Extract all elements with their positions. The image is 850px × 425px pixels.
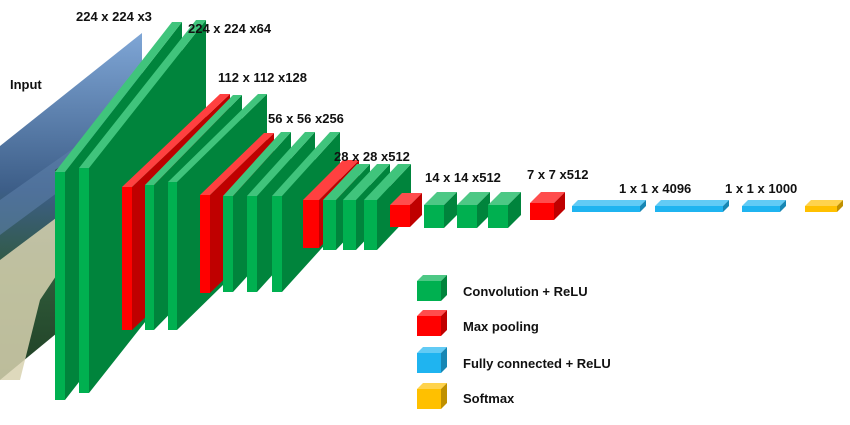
legend: Convolution + ReLU Max pooling Fully con… [417, 275, 611, 409]
legend-swatch-conv [417, 275, 447, 301]
pool4-cube [390, 193, 422, 227]
dim-label-fc1: 1 x 1 x 4096 [619, 181, 691, 196]
pool5-cube [530, 192, 565, 220]
legend-label-pool: Max pooling [463, 319, 539, 334]
layer-blocks [55, 20, 843, 400]
dim-label-conv4: 28 x 28 x512 [334, 149, 410, 164]
conv5-2-cube [457, 192, 490, 228]
dim-label-conv1: 224 x 224 x64 [188, 21, 272, 36]
fc3-bar [742, 200, 786, 212]
conv5-3-cube [488, 192, 521, 228]
dim-label-pool5: 7 x 7 x512 [527, 167, 588, 182]
conv5-1-cube [424, 192, 457, 228]
input-label: Input [10, 77, 42, 92]
dim-label-fc3: 1 x 1 x 1000 [725, 181, 797, 196]
fc1-bar [572, 200, 646, 212]
legend-swatch-softmax [417, 383, 447, 409]
dim-label-conv5: 14 x 14 x512 [425, 170, 501, 185]
legend-label-conv: Convolution + ReLU [463, 284, 588, 299]
softmax-bar [805, 200, 843, 212]
dim-label-input: 224 x 224 x3 [76, 9, 152, 24]
fc2-bar [655, 200, 729, 212]
dim-label-conv3: 56 x 56 x256 [268, 111, 344, 126]
legend-label-softmax: Softmax [463, 391, 515, 406]
legend-swatch-pool [417, 310, 447, 336]
legend-swatch-fc [417, 347, 447, 373]
dim-label-conv2: 112 x 112 x128 [218, 70, 307, 85]
legend-label-fc: Fully connected + ReLU [463, 356, 611, 371]
